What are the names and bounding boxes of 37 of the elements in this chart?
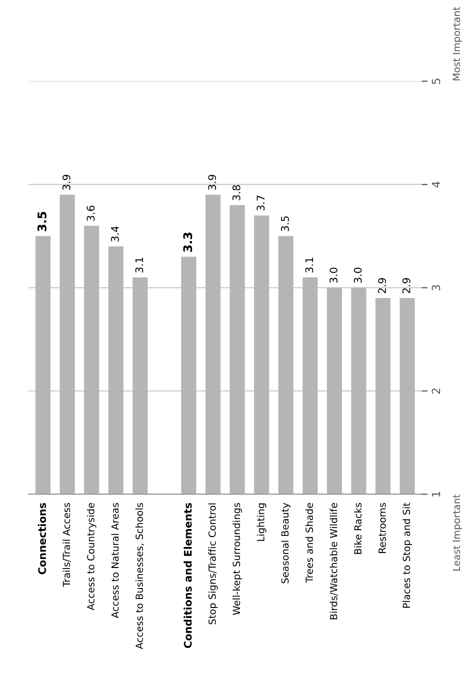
data-label: 3.5 (38, 212, 46, 232)
x-tick-label: Restrooms (378, 503, 386, 553)
data-label: 3.9 (62, 174, 70, 190)
x-tick-label: Trees and Shade (305, 503, 313, 583)
data-label: 2.9 (402, 278, 410, 294)
data-label: 3.1 (135, 258, 144, 272)
x-tick-label: Seasonal Beauty (281, 502, 291, 584)
text: Most Important (452, 6, 462, 80)
x-tick-label: Access to Businesses, Schools (135, 503, 144, 650)
x-tick-label: Stop Signs/Traffic Control (208, 503, 218, 624)
text: Least Important (452, 494, 462, 571)
data-label: 3.1 (305, 258, 314, 272)
y-tick-label: 2 (432, 388, 440, 394)
x-tick-label: Birds/Watchable Wildlife (330, 503, 338, 620)
data-label: 3.0 (330, 268, 338, 283)
x-tick-label: Access to Natural Areas (111, 503, 119, 618)
x-tick-label: Trails/Trail Access (62, 503, 71, 588)
y-tick-label: 5 (432, 78, 440, 84)
data-label: 3.0 (354, 268, 362, 283)
y-tick-label: 3 (432, 285, 440, 290)
x-tick-label: Access to Countryside (86, 503, 96, 610)
data-label: 3.6 (86, 206, 95, 221)
data-label: 3.3 (183, 232, 192, 252)
x-tick-label: Lighting (256, 503, 266, 541)
data-label: 3.5 (281, 216, 289, 232)
data-label: 3.8 (232, 185, 240, 200)
data-label: 2.9 (378, 278, 386, 294)
x-tick-label: Places to Stop and Sit (402, 502, 412, 608)
data-label: 3.7 (256, 196, 265, 211)
x-tick-label: Well-kept Surroundings (232, 503, 242, 615)
x-tick-label: Bike Racks (354, 503, 362, 554)
x-tick-label: Connections (38, 503, 46, 574)
data-label: 3.4 (111, 226, 119, 242)
x-tick-label: Conditions and Elements (184, 503, 192, 648)
data-label: 3.9 (208, 174, 216, 190)
y-tick-label: 1 (432, 492, 440, 497)
y-tick-label: 4 (432, 182, 440, 188)
